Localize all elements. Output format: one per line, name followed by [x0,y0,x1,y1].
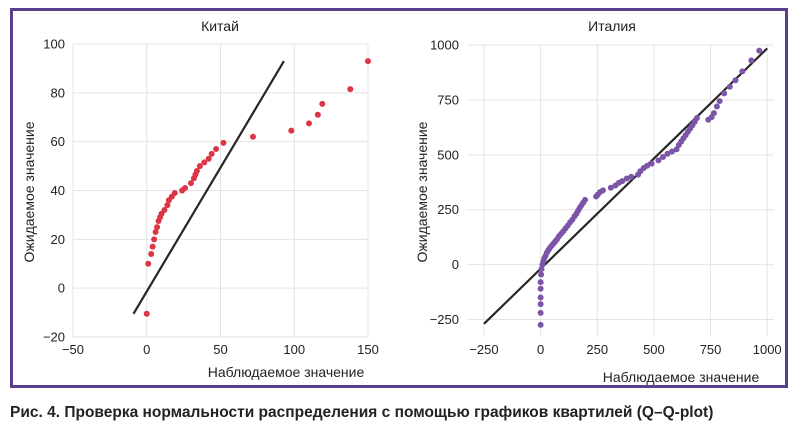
data-point [628,173,635,180]
data-point [249,133,256,140]
x-tick-label: 150 [357,342,379,357]
data-point [201,159,208,166]
data-point [669,148,676,155]
data-point [319,100,326,107]
y-tick-label: 250 [437,202,459,217]
y-axis-label: Ожидаемое значение [414,121,430,262]
y-tick-label: −250 [430,312,459,327]
x-axis-label: Наблюдаемое значение [603,369,760,385]
data-point [182,185,189,192]
data-point [537,285,544,292]
data-point [664,150,671,157]
data-point [659,154,666,161]
chart-title: Китай [201,18,239,34]
data-point [365,58,371,65]
data-point [161,207,168,214]
y-tick-label: 0 [58,281,65,296]
data-point [739,68,746,75]
data-point [288,127,295,134]
y-tick-label: 80 [51,85,65,100]
reference-line [132,60,285,315]
data-point [306,120,312,127]
data-point [145,260,152,267]
x-tick-label: −250 [469,342,498,357]
data-point [537,321,544,328]
data-point [188,180,194,187]
data-point [193,167,200,174]
data-point [655,157,662,164]
data-point [347,86,354,93]
figure-caption: Рис. 4. Проверка нормальности распределе… [10,404,714,421]
chart-panel-2: −250 0 250 500 750 1000 −250 0 250 500 750 1000 Итал… [414,18,782,385]
data-point [644,162,651,169]
data-point [599,187,606,194]
data-point [716,98,723,105]
data-point [619,178,626,185]
data-point [149,243,156,250]
x-axis-label: Наблюдаемое значение [208,364,365,380]
data-point [710,110,717,117]
x-tick-label: −50 [62,342,84,357]
data-point [208,150,215,157]
y-tick-label: 20 [51,232,65,247]
y-tick-label: 1000 [430,38,459,53]
y-tick-label: 0 [452,257,459,272]
data-point [148,250,155,257]
data-point [713,103,720,110]
y-tick-label: −20 [43,330,65,345]
data-point [537,309,544,316]
x-tick-label: 250 [586,342,608,357]
y-tick-label: 750 [437,92,459,107]
data-point [151,236,158,243]
x-tick-label: 50 [213,342,227,357]
x-tick-label: 750 [700,342,722,357]
data-point [721,90,728,97]
x-tick-label: 1000 [753,342,782,357]
data-point [213,145,220,152]
y-tick-label: 40 [51,183,65,198]
data-point [582,196,589,203]
y-tick-label: 500 [437,147,459,162]
data-point [648,160,655,167]
data-point [314,111,321,118]
y-tick-label: 60 [51,134,65,149]
data-point [205,155,212,162]
data-point [537,301,544,308]
data-point [726,83,733,90]
data-point [732,77,739,84]
x-tick-label: 0 [537,342,544,357]
x-tick-label: 0 [143,342,150,357]
data-point [164,202,171,209]
data-point [196,163,203,170]
data-point [623,175,630,182]
data-point [154,224,161,231]
data-point [143,310,150,317]
y-tick-label: 100 [43,37,65,52]
chart-panel-1: −50 0 50 100 150 −20 0 20 40 60 80 100 Китай Наблюдае… [21,18,379,380]
data-point [693,114,700,121]
data-point [220,139,227,146]
y-axis-label: Ожидаемое значение [21,121,37,262]
data-point [748,57,755,64]
data-point [171,189,178,196]
data-point [607,184,614,191]
data-point [537,294,544,301]
x-tick-label: 100 [283,342,305,357]
chart-title: Италия [588,18,636,34]
reference-line [483,47,768,325]
data-point [537,279,544,286]
data-point [538,271,545,278]
x-tick-label: 500 [643,342,665,357]
data-point [152,229,159,236]
data-point [756,47,763,54]
